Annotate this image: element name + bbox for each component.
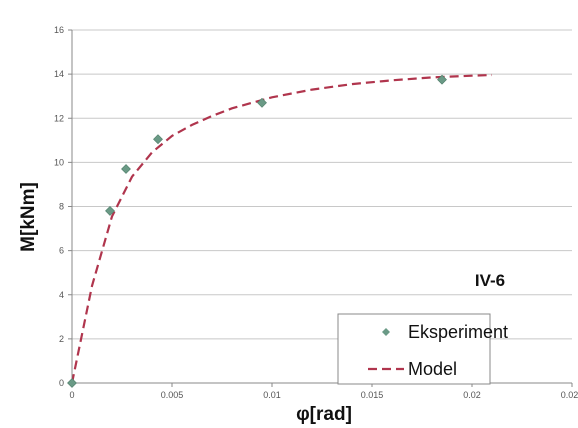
legend-box <box>337 313 491 385</box>
y-tick-label: 12 <box>54 113 64 123</box>
x-tick-label: 0.025 <box>561 390 578 400</box>
data-point-eksperiment <box>257 97 267 108</box>
legend: Eksperiment Model <box>337 313 508 385</box>
x-tick-label: 0.02 <box>463 390 481 400</box>
data-point-eksperiment <box>67 378 77 388</box>
x-tick-label: 0.01 <box>263 390 281 400</box>
y-tick-label: 2 <box>59 334 64 344</box>
legend-label-eksperiment: Eksperiment <box>408 322 508 342</box>
y-tick-label: 6 <box>59 246 64 256</box>
data-point-eksperiment <box>105 205 115 216</box>
y-tick-labels: 0 2 4 6 8 10 12 14 16 <box>54 25 64 388</box>
data-point-eksperiment <box>121 164 131 174</box>
x-tick-label: 0 <box>69 390 74 400</box>
x-tick-label: 0.005 <box>161 390 184 400</box>
data-point-eksperiment <box>437 74 447 85</box>
y-tick-label: 8 <box>59 202 64 212</box>
y-tick-label: 0 <box>59 378 64 388</box>
panel-label: IV-6 <box>475 271 505 290</box>
y-tick-label: 4 <box>59 290 64 300</box>
legend-label-model: Model <box>408 359 457 379</box>
x-tick-label: 0.015 <box>361 390 384 400</box>
y-tick-label: 16 <box>54 25 64 35</box>
gridlines <box>72 29 572 340</box>
y-tick-label: 10 <box>54 157 64 167</box>
series-layer <box>67 73 493 388</box>
y-axis-title: M[kNm] <box>18 182 39 252</box>
x-axis-title: φ[rad] <box>296 404 352 425</box>
legend-marker-eksperiment <box>382 328 390 336</box>
x-tick-labels: 0 0.005 0.01 0.015 0.02 0.025 <box>69 390 578 400</box>
data-point-eksperiment <box>153 134 163 145</box>
series-line-model <box>70 73 493 384</box>
y-tick-label: 14 <box>54 69 64 79</box>
